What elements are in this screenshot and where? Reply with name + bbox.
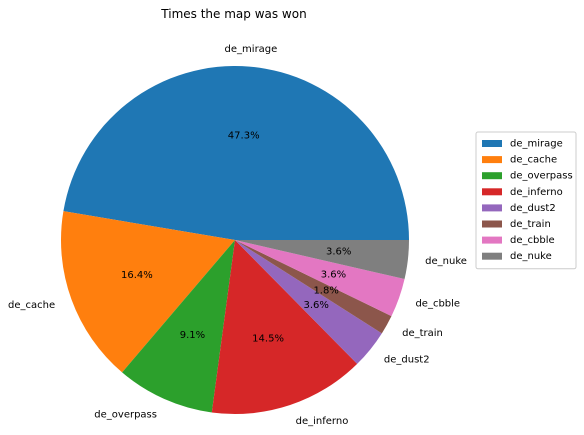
pie-slice-de_nuke [235, 240, 409, 280]
pie-slice-de_train [235, 240, 392, 334]
pie-category-label: de_cache [8, 300, 55, 311]
pie-slice-de_inferno [211, 240, 358, 414]
legend-swatch [482, 156, 502, 164]
legend-label: de_inferno [510, 187, 563, 198]
pie-percent-label: 1.8% [313, 285, 338, 296]
legend-swatch [482, 140, 502, 147]
legend-swatch [482, 252, 502, 260]
pie-slice-de_dust2 [235, 240, 382, 364]
pie-slice-de_mirage [63, 66, 410, 241]
chart-title: Times the map was won [160, 7, 306, 21]
pie-percent-label: 3.6% [321, 269, 346, 280]
pie-category-label: de_cbble [415, 298, 460, 309]
legend: de_mirage de_cache de_overpass de_infernode… [475, 131, 577, 270]
legend-label: de_mirage [510, 139, 563, 150]
legend-label: de_nuke [510, 251, 552, 262]
pie-category-label: de_mirage [225, 44, 278, 55]
legend-swatch [482, 220, 502, 228]
pie-percent-label: 14.5% [252, 334, 284, 345]
pie-slice-de_cache [61, 211, 236, 373]
pie-slice-de_overpass [122, 240, 235, 413]
pie-category-label: de_train [402, 328, 443, 339]
pie-slice-de_cbble [235, 240, 405, 317]
pie-percent-label: 3.6% [304, 300, 329, 311]
pie-percent-label: 16.4% [121, 270, 153, 281]
legend-frame [475, 131, 577, 270]
pie-percent-label: 9.1% [180, 330, 205, 341]
pie-category-label: de_overpass [94, 409, 157, 420]
pie-percent-label: 47.3% [228, 130, 260, 141]
legend-label: de_cbble [510, 235, 555, 246]
legend-swatch [482, 236, 502, 244]
legend-swatch [482, 172, 502, 180]
legend-swatch [482, 188, 502, 196]
legend-label: de_dust2 [510, 203, 556, 214]
pie-slices [61, 66, 410, 414]
legend-label: de_overpass [510, 171, 573, 182]
pie-category-label: de_inferno [296, 416, 349, 427]
pie-percent-labels: 47.3% 16.4% 9.1% 14.5% 3.6% 1.8% 3.6% 3.6% [121, 130, 351, 344]
pie-category-label: de_nuke [425, 256, 467, 267]
legend-label: de_train [510, 219, 551, 230]
pie-category-label: de_dust2 [384, 355, 430, 366]
pie-category-labels: de_mirage de_cache de_overpass de_inferno de… [8, 44, 467, 427]
legend-label: de_cache [510, 155, 557, 166]
pie-percent-label: 3.6% [326, 246, 351, 257]
legend-swatch [482, 204, 502, 212]
